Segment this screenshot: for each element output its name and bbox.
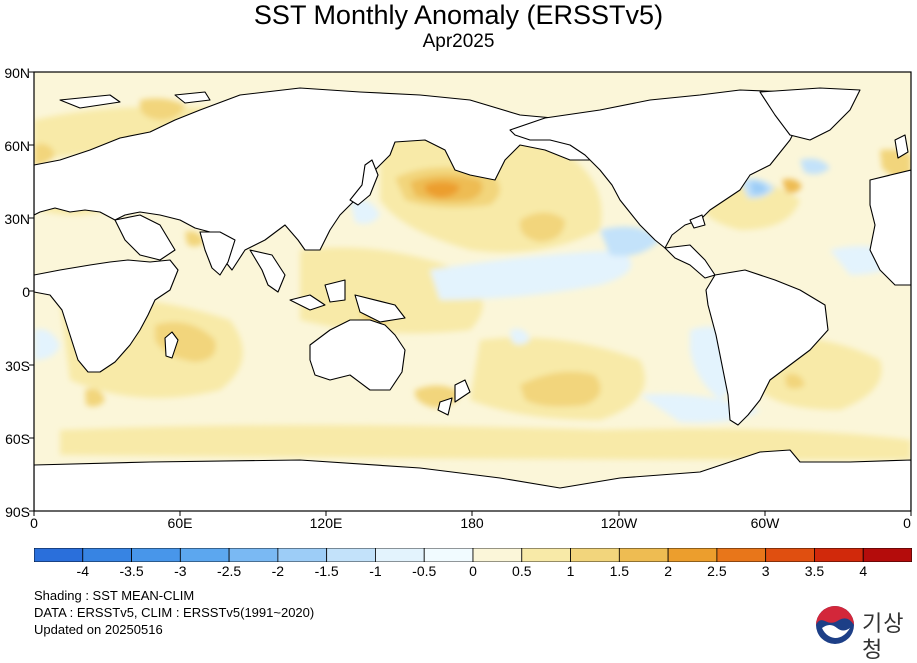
lat-label: 30N (4, 211, 30, 227)
colorbar-swatch (228, 548, 279, 562)
madagascar-island (164, 331, 179, 359)
colorbar-swatch (667, 548, 718, 562)
colorbar-tick-label: -2 (271, 563, 285, 579)
lon-label: 120E (309, 515, 343, 531)
data-source-note: DATA : ERSSTv5, CLIM : ERSSTv5(1991~2020… (34, 605, 315, 620)
lat-label: 60S (5, 431, 30, 447)
colorbar-swatch (179, 548, 230, 562)
lon-label: 0 (30, 515, 38, 531)
map-title: SST Monthly Anomaly (ERSSTv5) (253, 0, 664, 30)
lon-label: 0 (903, 515, 911, 531)
lat-label: 60N (4, 138, 30, 154)
colorbar-tick-label: 2 (664, 563, 672, 579)
lon-label: 60W (750, 515, 780, 531)
colorbar-swatch (765, 548, 815, 562)
colorbar-tick-label: -4 (76, 563, 89, 579)
colorbar-swatch (82, 548, 132, 562)
colorbar-swatch (472, 548, 523, 562)
colorbar-swatch (375, 548, 425, 562)
lat-label: 90N (4, 65, 30, 81)
greenland-landmass (759, 87, 861, 141)
colorbar-tick-label: -3 (174, 563, 187, 579)
colorbar-swatch (570, 548, 620, 562)
australia-landmass (309, 319, 406, 391)
colorbar-tick-label: 3 (761, 563, 770, 579)
colorbar-tick-label: 1.5 (609, 563, 630, 579)
lat-label: 0 (22, 284, 30, 300)
antarctica-landmass (34, 449, 911, 511)
eurasia-landmass (34, 87, 601, 271)
colorbar-swatch (521, 548, 571, 562)
axis-ticks (29, 71, 912, 516)
africa-landmass (34, 259, 179, 373)
map-subtitle: Apr2025 (422, 31, 495, 52)
colorbar-tick-label: -1 (369, 563, 382, 579)
colorbar-swatch (862, 548, 912, 562)
colorbar-swatch (326, 548, 376, 562)
lon-label: 120W (600, 515, 638, 531)
colorbar-tick-label: -1.5 (314, 563, 339, 579)
colorbar-tick-label: -2.5 (217, 563, 242, 579)
colorbar-swatch (716, 548, 767, 562)
colorbar-tick-label: -3.5 (119, 563, 144, 579)
colorbar-swatch (277, 548, 328, 562)
lon-label: 180 (460, 515, 484, 531)
colorbar-swatch (618, 548, 669, 562)
colorbar-tick-label: 0.5 (512, 563, 532, 579)
colorbar (34, 548, 912, 562)
colorbar-tick-label: 4 (859, 563, 868, 579)
kma-logo-icon (816, 606, 854, 644)
updated-note: Updated on 20250516 (34, 622, 163, 637)
colorbar-swatch (814, 548, 864, 562)
colorbar-swatch (423, 548, 474, 562)
shading-note: Shading : SST MEAN-CLIM (34, 588, 195, 603)
lat-label: 30S (5, 358, 30, 374)
colorbar-swatch (34, 548, 84, 562)
colorbar-tick-label: 1 (566, 563, 575, 579)
continents (34, 87, 911, 511)
colorbar-swatch (131, 548, 181, 562)
south-america-landmass (705, 269, 829, 426)
sst-anomaly-map (29, 71, 912, 516)
lon-label: 60E (167, 515, 193, 531)
kma-logo-text: 기상청 (862, 611, 905, 662)
colorbar-tick-label: 3.5 (804, 563, 825, 579)
colorbar-tick-label: -0.5 (412, 563, 437, 579)
colorbar-tick-label: 0 (469, 563, 477, 579)
colorbar-tick-label: 2.5 (707, 563, 727, 579)
lat-label: 90S (5, 504, 30, 520)
